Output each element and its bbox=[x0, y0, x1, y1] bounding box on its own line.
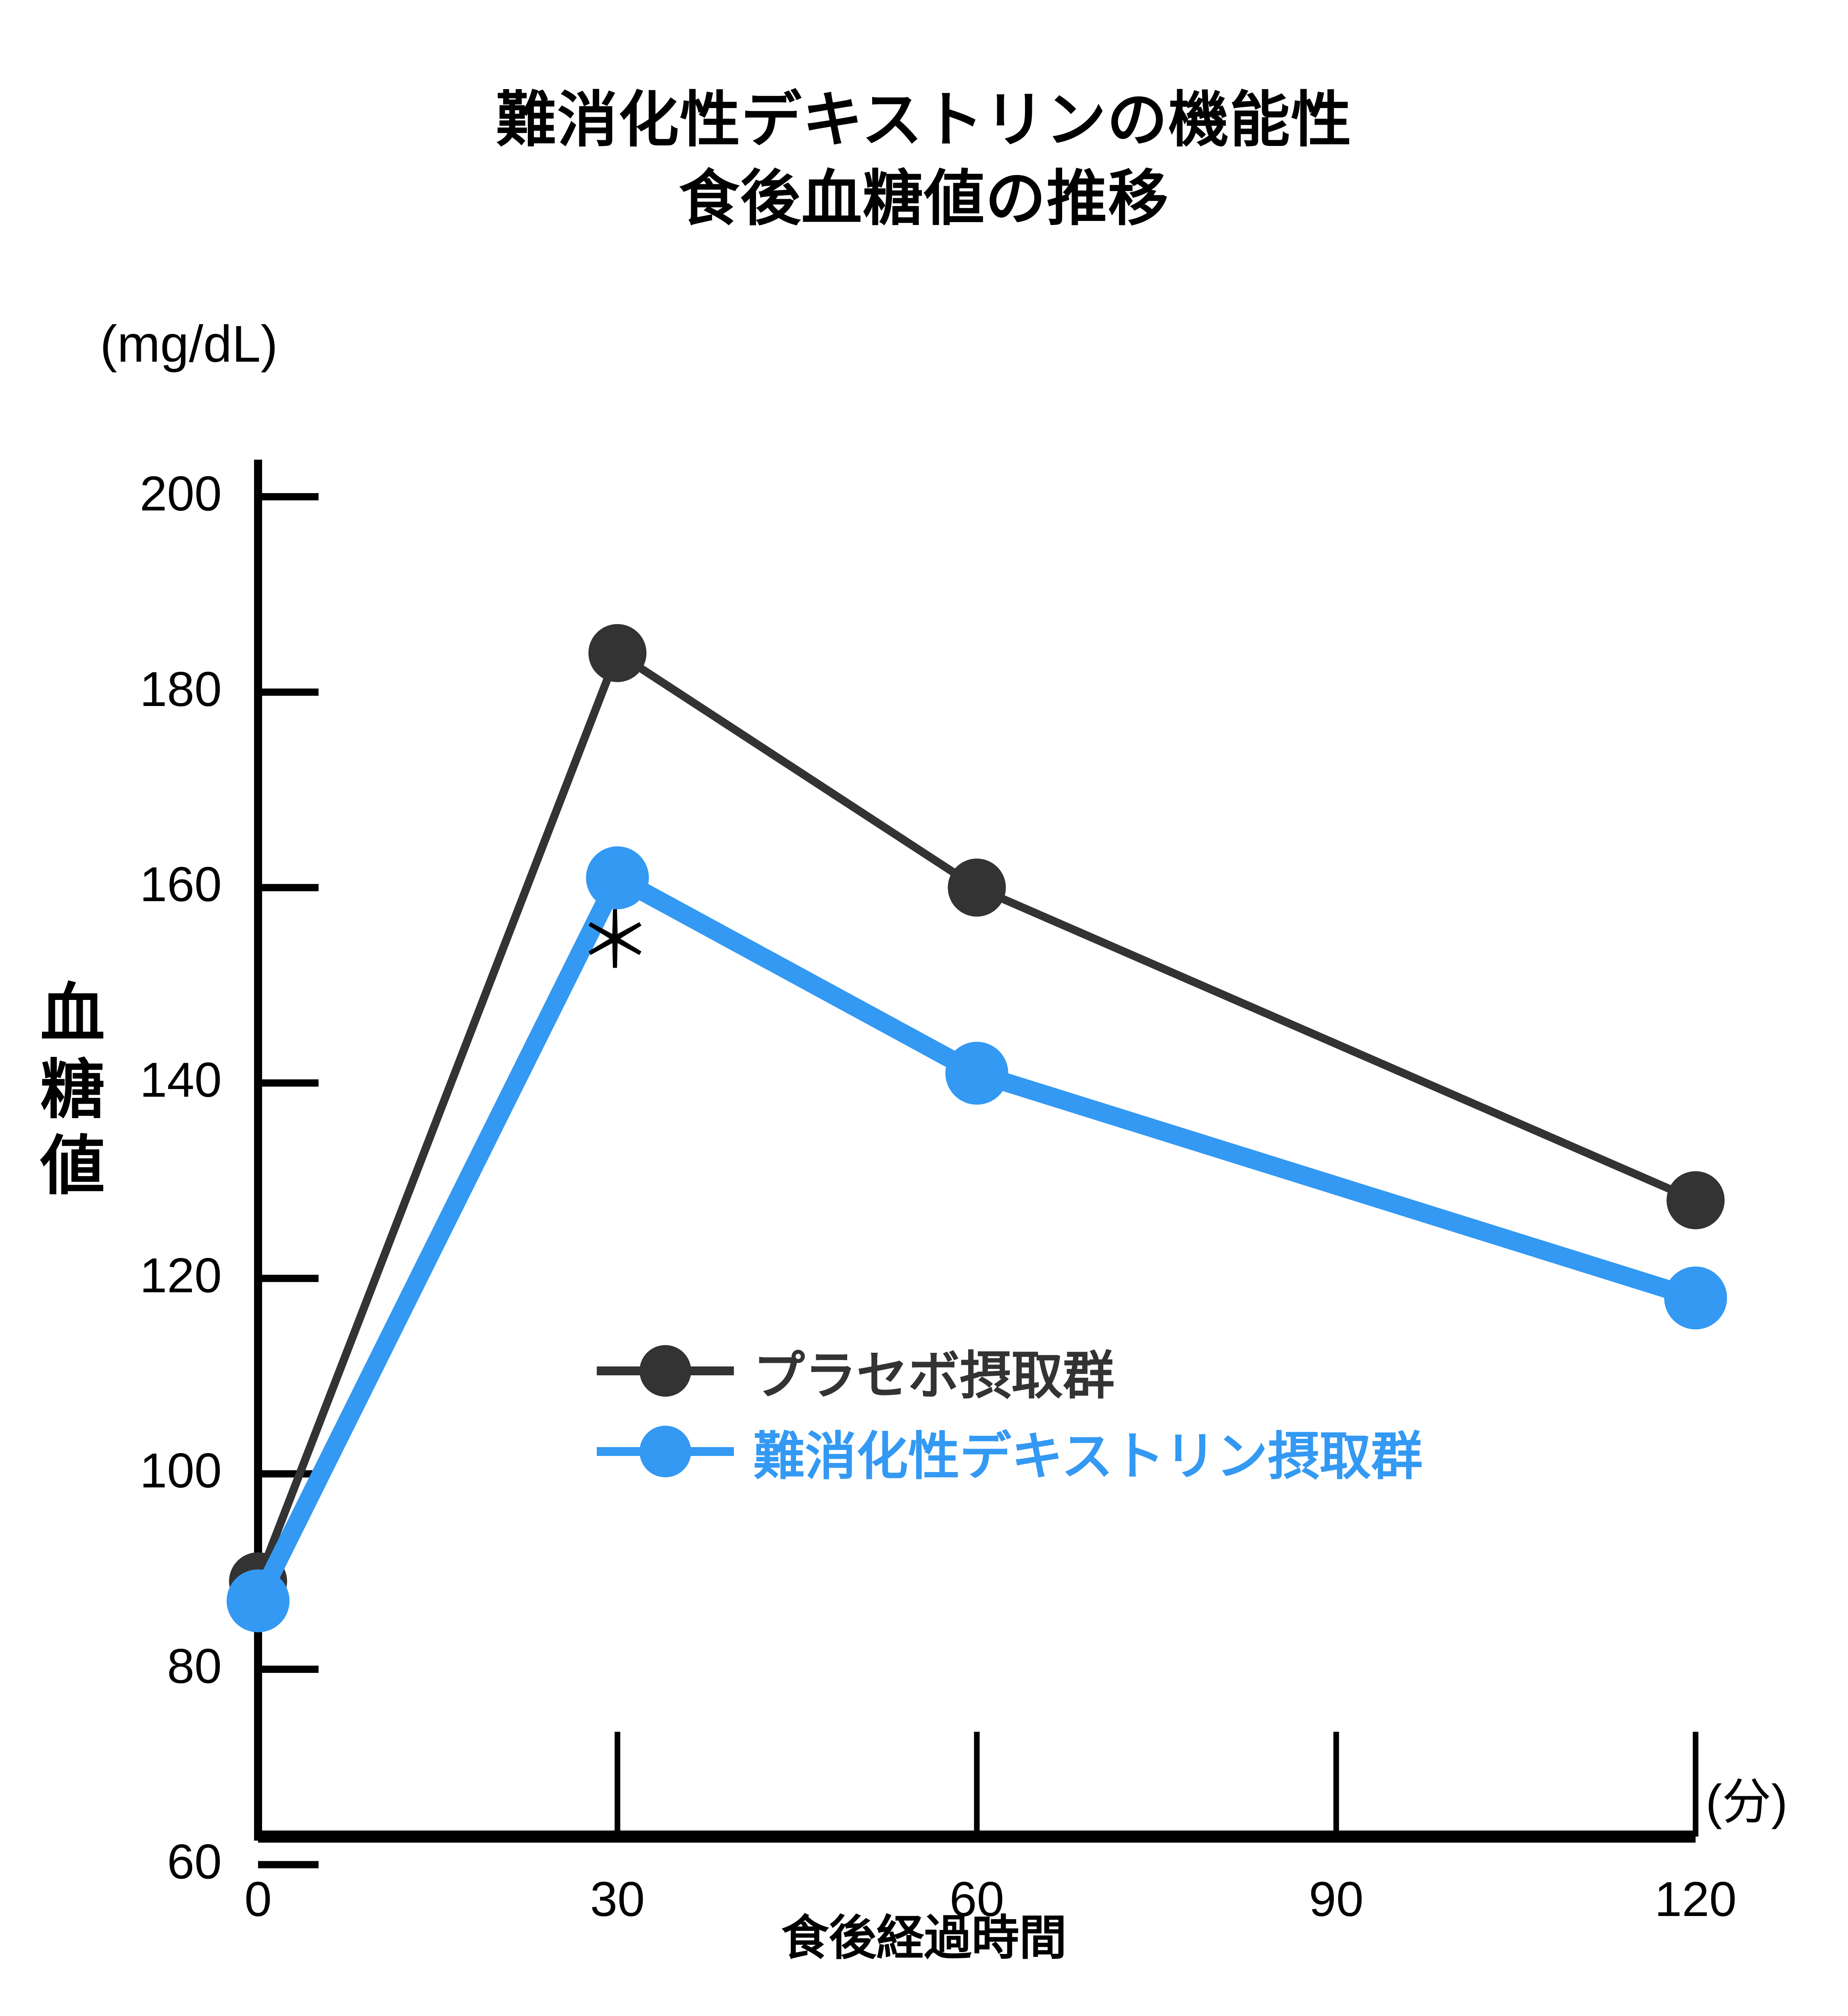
data-point-placebo-30 bbox=[588, 624, 647, 682]
data-point-placebo-60 bbox=[948, 858, 1006, 917]
legend-item-dextrin[interactable]: 難消化性デキストリン摂取群 bbox=[597, 1411, 1685, 1492]
y-tick-marks bbox=[258, 493, 319, 1868]
x-tick-label-60: 60 bbox=[949, 1872, 1004, 1926]
y-tick-label-80: 80 bbox=[167, 1639, 222, 1693]
data-point-dextrin-120 bbox=[1664, 1266, 1727, 1330]
x-tick-label-90: 90 bbox=[1308, 1872, 1364, 1926]
legend-label-dextrin: 難消化性デキストリン摂取群 bbox=[753, 1427, 1423, 1485]
x-axis-unit-label: (分) bbox=[1706, 1774, 1788, 1829]
y-axis-title-char-2: 値 bbox=[40, 1129, 105, 1202]
significance-asterisk: ＊ bbox=[577, 897, 654, 986]
x-tick-label-30: 30 bbox=[590, 1872, 645, 1926]
y-tick-label-200: 200 bbox=[140, 466, 222, 521]
data-point-dextrin-30 bbox=[586, 846, 649, 910]
y-tick-label-160: 160 bbox=[140, 857, 222, 912]
data-point-dextrin-60 bbox=[945, 1041, 1008, 1105]
chart-title-line-1: 難消化性デキストリンの機能性 bbox=[496, 86, 1352, 154]
chart-title: 難消化性デキストリンの機能性 食後血糖値の推移 bbox=[0, 81, 1848, 238]
chart-legend: プラセボ摂取群 難消化性デキストリン摂取群 bbox=[597, 1331, 1685, 1492]
y-tick-label-120: 120 bbox=[140, 1248, 222, 1303]
legend-marker-dextrin-icon bbox=[597, 1426, 734, 1477]
y-axis-title: 血糖値 bbox=[24, 976, 121, 1204]
legend-dot-placebo-icon bbox=[640, 1345, 691, 1397]
legend-dot-dextrin-icon bbox=[640, 1426, 691, 1477]
y-axis-title-char-0: 血 bbox=[40, 977, 105, 1050]
x-axis-title: 食後経過時間 bbox=[781, 1912, 1067, 1965]
legend-marker-placebo-icon bbox=[597, 1345, 734, 1397]
x-tick-label-0: 0 bbox=[244, 1872, 272, 1926]
data-point-placebo-120 bbox=[1667, 1171, 1725, 1229]
x-tick-label-120: 120 bbox=[1654, 1872, 1737, 1926]
series-line-dextrin bbox=[249, 868, 1705, 1610]
legend-item-placebo[interactable]: プラセボ摂取群 bbox=[597, 1331, 1685, 1411]
data-series-layer bbox=[227, 624, 1727, 1633]
y-tick-label-100: 100 bbox=[140, 1443, 222, 1498]
chart-title-line-2: 食後血糖値の推移 bbox=[679, 165, 1169, 232]
legend-label-placebo: プラセボ摂取群 bbox=[753, 1347, 1115, 1405]
y-tick-label-180: 180 bbox=[140, 661, 222, 716]
series-line-placebo bbox=[254, 649, 1700, 1585]
y-tick-label-60: 60 bbox=[167, 1834, 222, 1889]
y-axis-unit-label: (mg/dL) bbox=[100, 315, 278, 373]
y-axis-title-char-1: 糖 bbox=[40, 1053, 105, 1126]
x-tick-marks bbox=[615, 1732, 1698, 1837]
data-point-dextrin-0 bbox=[227, 1569, 290, 1633]
y-tick-label-140: 140 bbox=[140, 1052, 222, 1107]
